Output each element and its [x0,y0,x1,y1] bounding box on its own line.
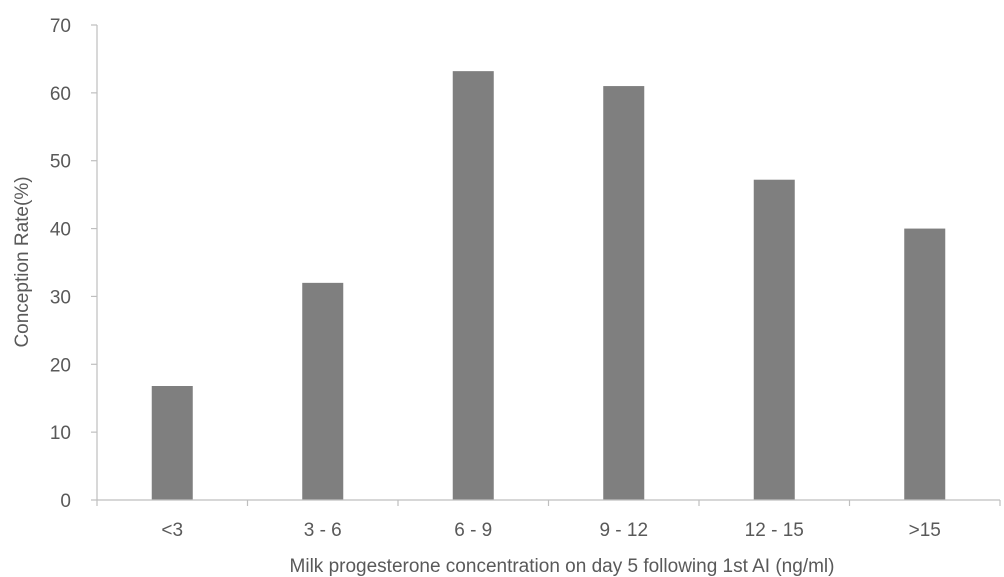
x-axis-title: Milk progesterone concentration on day 5… [290,556,835,577]
y-tick-label: 70 [50,16,71,37]
x-tick-label: 9 - 12 [599,520,648,541]
y-axis-ticks: 0 10 20 30 40 50 60 70 [50,16,97,512]
y-tick-label: 30 [50,287,71,308]
bar-6 [904,228,946,501]
bar-5 [753,179,795,500]
bar-2 [302,282,344,500]
y-tick-label: 50 [50,152,71,173]
y-tick-label: 10 [50,423,71,444]
y-tick-label: 0 [60,491,71,512]
x-axis-ticks [96,500,1001,506]
y-axis-title: Conception Rate(%) [12,176,33,347]
x-tick-label: 6 - 9 [454,520,492,541]
bar-1 [151,386,193,500]
x-tick-label: <3 [161,520,183,541]
y-tick-label: 40 [50,220,71,241]
bar-3 [452,71,494,501]
x-tick-label: 3 - 6 [304,520,342,541]
y-tick-label: 60 [50,84,71,105]
x-tick-label: 12 - 15 [745,520,804,541]
bar-4 [603,86,645,501]
bars [151,71,946,501]
x-tick-label: >15 [909,520,941,541]
y-tick-label: 20 [50,355,71,376]
x-axis-tick-labels: <3 3 - 6 6 - 9 9 - 12 12 - 15 >15 [161,520,940,541]
